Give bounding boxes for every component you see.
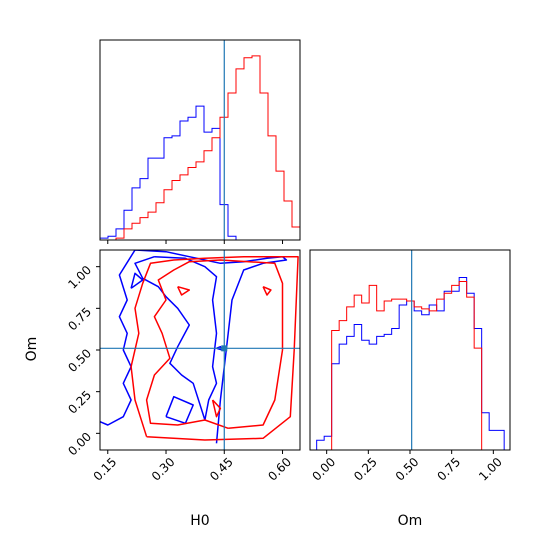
h0-x-tick-label-2: 0.45 [207, 455, 236, 484]
contour-series-0-level-0 [100, 250, 288, 444]
h0-hist-series-1 [100, 55, 301, 241]
h0-om-contour-panel: 0.15 0.30 0.45 0.60 0.00 0.25 0.50 0.75 1.00 [65, 249, 301, 484]
om-y-tick-label-3: 0.75 [65, 305, 94, 334]
om-hist-series-1 [316, 280, 505, 451]
om-marginal-histogram: 0.00 0.25 0.50 0.75 1.00 [309, 249, 511, 484]
om-y-tick-label-0: 0.00 [65, 430, 94, 459]
om-x-tick-label-3: 0.75 [434, 455, 463, 484]
om-x-tick-label-1: 0.25 [351, 455, 380, 484]
contour-truth-point [221, 345, 228, 352]
om-y-tick-label-4: 1.00 [65, 263, 94, 292]
contour-series-1-level-3 [262, 286, 272, 296]
h0-x-tick-label-0: 0.15 [91, 455, 120, 484]
h0-x-tick-label-3: 0.60 [265, 455, 294, 484]
contour-series-0-level-2 [165, 395, 194, 425]
contour-series-1-level-2 [177, 285, 191, 296]
contour-series-1-level-0 [130, 255, 299, 441]
om-x-tick-label-4: 1.00 [476, 455, 505, 484]
contour-series-0-level-1 [134, 255, 218, 421]
contour-series-0-level-4 [130, 272, 144, 289]
xlabel-h0: H0 [190, 513, 209, 529]
h0-x-tick-label-1: 0.30 [149, 455, 178, 484]
ylabel-om: Om [24, 337, 40, 362]
h0-marginal-histogram [99, 39, 301, 244]
contour-lines [100, 250, 299, 444]
h0-hist-frame [99, 39, 301, 241]
contour-series-1-level-4 [211, 399, 222, 418]
om-y-tick-label-2: 0.50 [65, 346, 94, 375]
om-y-tick-label-1: 0.25 [65, 388, 94, 417]
xlabel-om: Om [398, 513, 423, 529]
contour-frame [99, 249, 301, 451]
om-x-tick-label-0: 0.00 [309, 455, 338, 484]
om-hist-frame [309, 249, 511, 451]
h0-hist-series-0 [99, 105, 300, 241]
contour-series-1-level-1 [145, 259, 284, 430]
om-hist-series-0 [316, 277, 505, 450]
om-x-tick-label-2: 0.50 [393, 455, 422, 484]
